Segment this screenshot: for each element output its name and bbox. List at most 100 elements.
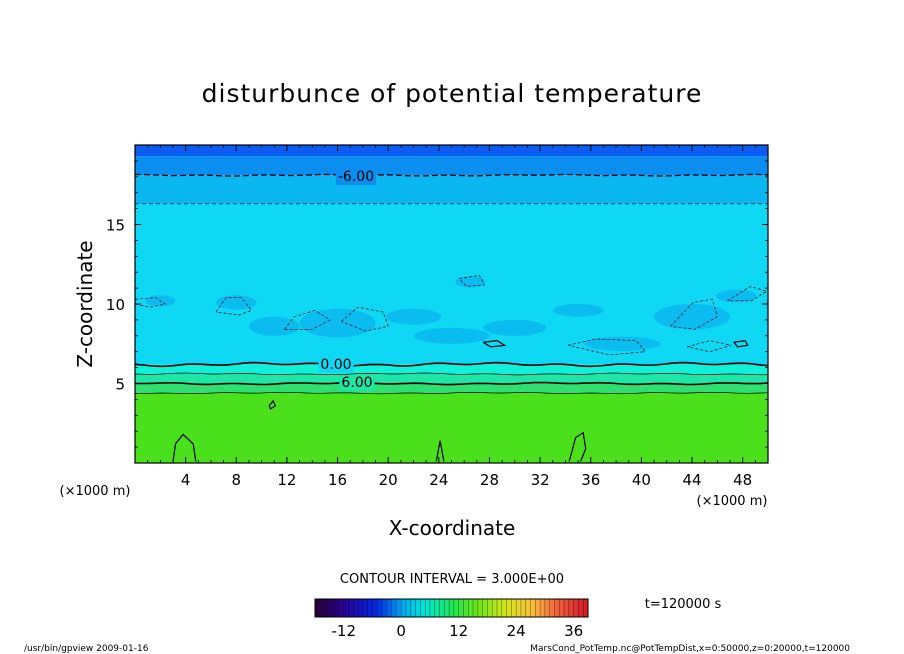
patch-2 — [248, 316, 300, 336]
colorbar-cell-36 — [487, 599, 493, 617]
colorbar-cell-41 — [511, 599, 517, 617]
colorbar-cell-37 — [492, 599, 498, 617]
layer-3 — [135, 364, 768, 374]
colorbar-cell-50 — [554, 599, 560, 617]
footer-left: /usr/bin/gpview 2009-01-16 — [24, 644, 149, 654]
patch-1 — [216, 295, 257, 310]
colorbar-cell-19 — [406, 599, 412, 617]
colorbar-cell-20 — [410, 599, 416, 617]
layer-2 — [135, 373, 768, 384]
colorbar-cell-3 — [329, 599, 335, 617]
colorbar-cell-38 — [497, 599, 503, 617]
contour-solid-0 — [172, 433, 197, 462]
contour-label-minus6: -6.00 — [338, 169, 374, 185]
patch-4 — [385, 308, 442, 325]
colorbar-tick-label-3: 24 — [507, 622, 526, 640]
contour-dashed-8 — [134, 297, 167, 308]
x-tick-label-5: 24 — [429, 471, 448, 489]
cl0-bg — [335, 169, 377, 185]
patch-8 — [654, 304, 731, 330]
colorbar-tick-label-0: -12 — [331, 622, 356, 640]
x-tick-label-8: 36 — [581, 471, 600, 489]
patch-3 — [299, 308, 376, 338]
colorbar-tick-label-2: 12 — [449, 622, 468, 640]
y-axis-label: Z-coordinate — [73, 240, 97, 367]
colorbar-cell-22 — [420, 599, 426, 617]
colorbar-cell-11 — [367, 599, 373, 617]
plot-background — [135, 145, 768, 463]
contour-dashed-1 — [284, 310, 331, 330]
colorbar-cell-52 — [564, 599, 570, 617]
colorbar-cell-28 — [449, 599, 455, 617]
colorbar-cell-12 — [372, 599, 378, 617]
contour-9 — [134, 391, 769, 395]
colorbar-cell-33 — [473, 599, 479, 617]
contour-dashed-3 — [458, 275, 485, 287]
colorbar-cell-46 — [535, 599, 541, 617]
colorbar-cell-34 — [477, 599, 483, 617]
contour-solid-2 — [568, 431, 587, 462]
layer-1 — [135, 383, 768, 394]
x-unit-left: (×1000 m) — [60, 484, 131, 499]
contour-label-0: 0.00 — [320, 357, 351, 373]
patch-7 — [584, 336, 661, 351]
contour-solid-5 — [733, 339, 749, 348]
contour-lines — [134, 173, 769, 462]
y-tick-label-2: 15 — [106, 217, 125, 235]
colorbar-cell-29 — [453, 599, 459, 617]
x-tick-label-6: 28 — [480, 471, 499, 489]
colorbar-cell-5 — [338, 599, 345, 617]
contour-dashed-7 — [686, 340, 732, 353]
colorbar-cell-24 — [429, 599, 436, 617]
x-tick-label-7: 32 — [531, 471, 550, 489]
footer-right: MarsCond_PotTemp.nc@PotTempDist,x=0:5000… — [530, 644, 850, 654]
colorbar-cell-40 — [506, 599, 512, 617]
colorbar-cell-7 — [348, 599, 354, 617]
contour-dashed-5 — [670, 298, 718, 330]
colorbar-tick-label-1: 0 — [396, 622, 406, 640]
colorbar-cell-30 — [458, 599, 464, 617]
contour-interval-label: CONTOUR INTERVAL = 3.000E+00 — [340, 572, 564, 587]
contour-solid-3 — [268, 399, 277, 410]
colorbar-tick-labels: -12 0 12 24 36 — [331, 622, 583, 640]
colorbar — [314, 598, 589, 618]
colorbar-cell-55 — [578, 599, 584, 617]
colorbar-cell-49 — [549, 599, 555, 617]
colorbar-cell-45 — [530, 599, 536, 617]
x-tick-label-10: 44 — [682, 471, 701, 489]
colorbar-tick-label-4: 36 — [564, 622, 583, 640]
colorbar-cell-13 — [377, 599, 383, 617]
colorbar-cell-51 — [559, 599, 565, 617]
colorbar-cell-8 — [353, 599, 359, 617]
colorbar-cell-42 — [516, 599, 522, 617]
colorbar-cell-23 — [425, 599, 431, 617]
colorbar-cell-47 — [540, 599, 546, 617]
colorbar-cell-2 — [324, 599, 330, 617]
contour-solid-4 — [482, 339, 507, 348]
colorbar-cell-27 — [444, 599, 450, 617]
colorbar-cell-43 — [520, 599, 527, 617]
chart-title: disturbunce of potential temperature — [202, 79, 703, 108]
colorbar-frame — [314, 598, 589, 618]
colorbar-cell-6 — [343, 599, 349, 617]
colorbar-cell-1 — [319, 599, 325, 617]
layer-6 — [135, 156, 768, 176]
x-unit-right: (×1000 m) — [697, 494, 768, 509]
x-tick-label-4: 20 — [379, 471, 398, 489]
colorbar-cell-4 — [334, 599, 340, 617]
contour-dashed-0 — [215, 297, 253, 316]
colorbar-cell-31 — [463, 599, 469, 617]
x-tick-label-9: 40 — [632, 471, 651, 489]
colorbar-cell-9 — [358, 599, 364, 617]
contour-0 — [134, 361, 769, 368]
x-axis-label: X-coordinate — [389, 516, 516, 540]
x-axis-ticks: 4 8 12 16 20 24 28 32 36 40 44 48 — [147, 145, 756, 489]
contour-dashed-4 — [567, 338, 646, 356]
y-axis-ticks: 5 10 15 — [106, 160, 768, 448]
colorbar-cell-54 — [573, 599, 579, 617]
colorbar-cell-21 — [415, 599, 421, 617]
contour-label-6: 6.00 — [341, 375, 372, 391]
patch-10 — [413, 327, 490, 344]
colorbar-cell-32 — [468, 599, 474, 617]
